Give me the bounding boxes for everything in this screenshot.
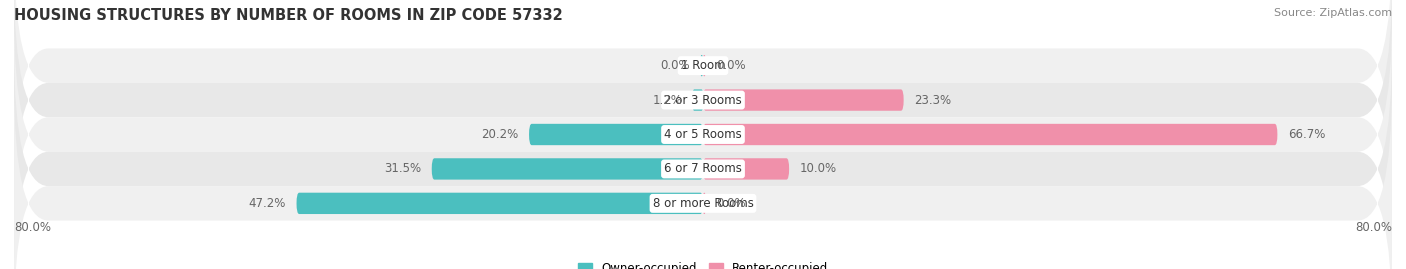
Text: 80.0%: 80.0% bbox=[14, 221, 51, 233]
FancyBboxPatch shape bbox=[703, 193, 706, 214]
Text: 8 or more Rooms: 8 or more Rooms bbox=[652, 197, 754, 210]
Text: 10.0%: 10.0% bbox=[800, 162, 837, 175]
Text: 2 or 3 Rooms: 2 or 3 Rooms bbox=[664, 94, 742, 107]
Text: 66.7%: 66.7% bbox=[1288, 128, 1324, 141]
Text: 23.3%: 23.3% bbox=[914, 94, 950, 107]
Text: 31.5%: 31.5% bbox=[384, 162, 422, 175]
Text: 0.0%: 0.0% bbox=[716, 197, 745, 210]
Legend: Owner-occupied, Renter-occupied: Owner-occupied, Renter-occupied bbox=[572, 258, 834, 269]
Text: 47.2%: 47.2% bbox=[249, 197, 287, 210]
FancyBboxPatch shape bbox=[703, 158, 789, 180]
FancyBboxPatch shape bbox=[297, 193, 703, 214]
FancyBboxPatch shape bbox=[432, 158, 703, 180]
FancyBboxPatch shape bbox=[703, 124, 1278, 145]
FancyBboxPatch shape bbox=[529, 124, 703, 145]
Text: 1.2%: 1.2% bbox=[652, 94, 682, 107]
FancyBboxPatch shape bbox=[14, 83, 1392, 269]
Text: 20.2%: 20.2% bbox=[481, 128, 519, 141]
Text: 6 or 7 Rooms: 6 or 7 Rooms bbox=[664, 162, 742, 175]
FancyBboxPatch shape bbox=[14, 48, 1392, 269]
FancyBboxPatch shape bbox=[14, 14, 1392, 255]
Text: 4 or 5 Rooms: 4 or 5 Rooms bbox=[664, 128, 742, 141]
Text: 0.0%: 0.0% bbox=[661, 59, 690, 72]
Text: 1 Room: 1 Room bbox=[681, 59, 725, 72]
Text: 0.0%: 0.0% bbox=[716, 59, 745, 72]
FancyBboxPatch shape bbox=[703, 89, 904, 111]
Text: HOUSING STRUCTURES BY NUMBER OF ROOMS IN ZIP CODE 57332: HOUSING STRUCTURES BY NUMBER OF ROOMS IN… bbox=[14, 8, 562, 23]
FancyBboxPatch shape bbox=[700, 55, 703, 76]
Text: Source: ZipAtlas.com: Source: ZipAtlas.com bbox=[1274, 8, 1392, 18]
FancyBboxPatch shape bbox=[14, 0, 1392, 186]
FancyBboxPatch shape bbox=[693, 89, 703, 111]
FancyBboxPatch shape bbox=[703, 55, 706, 76]
Text: 80.0%: 80.0% bbox=[1355, 221, 1392, 233]
FancyBboxPatch shape bbox=[14, 0, 1392, 221]
